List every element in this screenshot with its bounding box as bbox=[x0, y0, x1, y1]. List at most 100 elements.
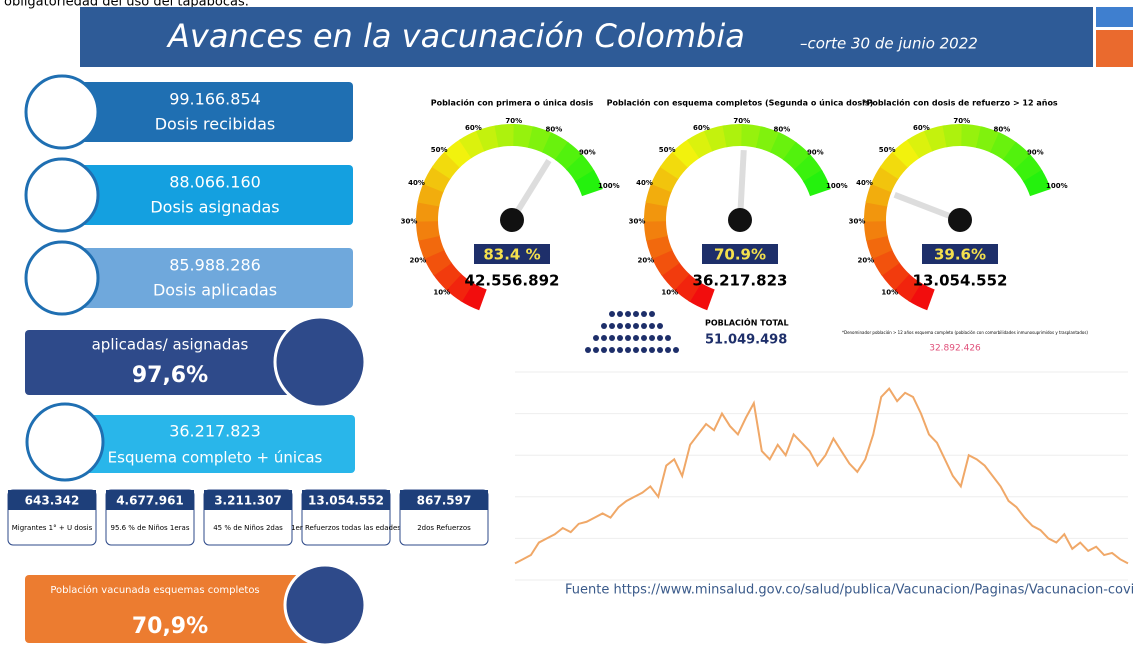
coverage-value: 70,9% bbox=[132, 614, 208, 639]
person-icon bbox=[609, 347, 615, 353]
small-head bbox=[8, 490, 96, 510]
ratio-label: aplicadas/ asignadas bbox=[92, 336, 249, 354]
source: Fuente https://www.minsalud.gov.co/salud… bbox=[565, 583, 1133, 598]
gauge-arc bbox=[989, 132, 1018, 161]
small-head bbox=[204, 490, 292, 510]
ratio-box bbox=[25, 330, 315, 395]
gauge-arc bbox=[924, 125, 949, 152]
gauge-arc bbox=[755, 126, 781, 154]
gauge-arc bbox=[793, 154, 823, 183]
small-head bbox=[302, 490, 390, 510]
gauge-arc bbox=[1013, 154, 1043, 183]
stat-label: Dosis recibidas bbox=[155, 115, 276, 134]
person-icon bbox=[641, 335, 647, 341]
gauge-value: 70.9% bbox=[714, 246, 766, 264]
gauge-tick: 20% bbox=[638, 256, 655, 264]
scheme-icon bbox=[25, 402, 105, 482]
gauge-arc bbox=[431, 150, 461, 180]
gauge-tick: 100% bbox=[1046, 182, 1068, 190]
person-icon bbox=[633, 347, 639, 353]
gauge-hub bbox=[948, 208, 972, 232]
top-text: obligatoriedad del uso del tapabocas. bbox=[4, 0, 249, 10]
person-icon bbox=[673, 347, 679, 353]
stat-value: 99.166.854 bbox=[169, 90, 261, 109]
gauge-arc bbox=[879, 150, 909, 180]
person-icon bbox=[633, 335, 639, 341]
person-icon bbox=[633, 311, 639, 317]
stat-icon bbox=[24, 240, 100, 316]
gauge-arc bbox=[1022, 169, 1051, 197]
person-icon bbox=[641, 347, 647, 353]
gauge-arc bbox=[643, 219, 668, 241]
stat-label: Dosis asignadas bbox=[150, 198, 279, 217]
corner-orange bbox=[1096, 30, 1133, 67]
stat-icon bbox=[24, 74, 100, 150]
stat-box bbox=[65, 165, 353, 225]
gauge-arc bbox=[865, 234, 893, 260]
stat-label: Dosis aplicadas bbox=[153, 281, 277, 300]
gauge-tick: 60% bbox=[913, 124, 930, 132]
small-label: 45 % de Niños 2das bbox=[213, 524, 283, 532]
ratio-value: 97,6% bbox=[132, 363, 208, 388]
gauge-arc bbox=[476, 125, 501, 152]
stat-box bbox=[65, 248, 353, 308]
gauge-tick: 50% bbox=[879, 146, 896, 154]
person-icon bbox=[617, 335, 623, 341]
stat-value: 85.988.286 bbox=[169, 256, 261, 275]
gauge-tick: 20% bbox=[858, 256, 875, 264]
person-icon bbox=[625, 347, 631, 353]
person-icon bbox=[633, 323, 639, 329]
person-icon bbox=[601, 347, 607, 353]
small-value: 4.677.961 bbox=[116, 494, 184, 508]
person-icon bbox=[625, 323, 631, 329]
gauge-arc bbox=[741, 124, 763, 149]
gauge-title: Población con esquema completos (Segunda… bbox=[607, 98, 874, 108]
gauge-arc bbox=[871, 248, 900, 276]
gauge-count: 13.054.552 bbox=[913, 272, 1008, 290]
gauge-tick: 50% bbox=[659, 146, 676, 154]
coverage-label: Población vacunada esquemas completos bbox=[50, 584, 259, 596]
gauge-tick: 30% bbox=[629, 218, 646, 226]
small-label: 2dos Refuerzos bbox=[417, 524, 471, 532]
header-bar bbox=[80, 7, 1093, 67]
gauge-count: 36.217.823 bbox=[693, 272, 788, 290]
daily-line bbox=[514, 387, 1129, 565]
person-icon bbox=[617, 311, 623, 317]
person-icon bbox=[609, 323, 615, 329]
gauge-arc bbox=[688, 282, 715, 311]
gauge-arc bbox=[574, 169, 603, 197]
person-icon bbox=[657, 323, 663, 329]
gauge-arc bbox=[423, 248, 452, 276]
gauge-arc bbox=[704, 125, 729, 152]
coverage-icon bbox=[283, 563, 367, 647]
gauge-value-box bbox=[474, 244, 550, 264]
gauge-value-box bbox=[702, 244, 778, 264]
gauge-arc bbox=[880, 261, 910, 291]
gauge-arc bbox=[722, 124, 744, 148]
gauge-hub bbox=[728, 208, 752, 232]
scheme-value: 36.217.823 bbox=[169, 422, 261, 441]
gauge-arc bbox=[870, 165, 900, 193]
person-icon bbox=[593, 335, 599, 341]
gauge-tick: 90% bbox=[807, 148, 824, 156]
population-label: POBLACIÓN TOTAL bbox=[705, 317, 789, 328]
gauge-tick: 40% bbox=[856, 179, 873, 187]
gauge-count: 42.556.892 bbox=[465, 272, 560, 290]
gauge-tick: 90% bbox=[1027, 148, 1044, 156]
gauge-arc bbox=[961, 124, 983, 149]
person-icon bbox=[601, 335, 607, 341]
person-icon bbox=[665, 347, 671, 353]
gauge-tick: 40% bbox=[408, 179, 425, 187]
person-icon bbox=[601, 323, 607, 329]
gauge-arc bbox=[554, 141, 584, 171]
gauge-value: 83.4 % bbox=[483, 246, 540, 264]
small-value: 3.211.307 bbox=[214, 494, 282, 508]
gauge-title: *Población con dosis de refuerzo > 12 añ… bbox=[862, 98, 1058, 108]
gauge-arc bbox=[565, 154, 595, 183]
gauge-tick: 70% bbox=[953, 117, 970, 125]
title: Avances en la vacunación Colombia bbox=[166, 17, 745, 55]
person-icon bbox=[625, 311, 631, 317]
gauge-arc bbox=[864, 200, 888, 222]
